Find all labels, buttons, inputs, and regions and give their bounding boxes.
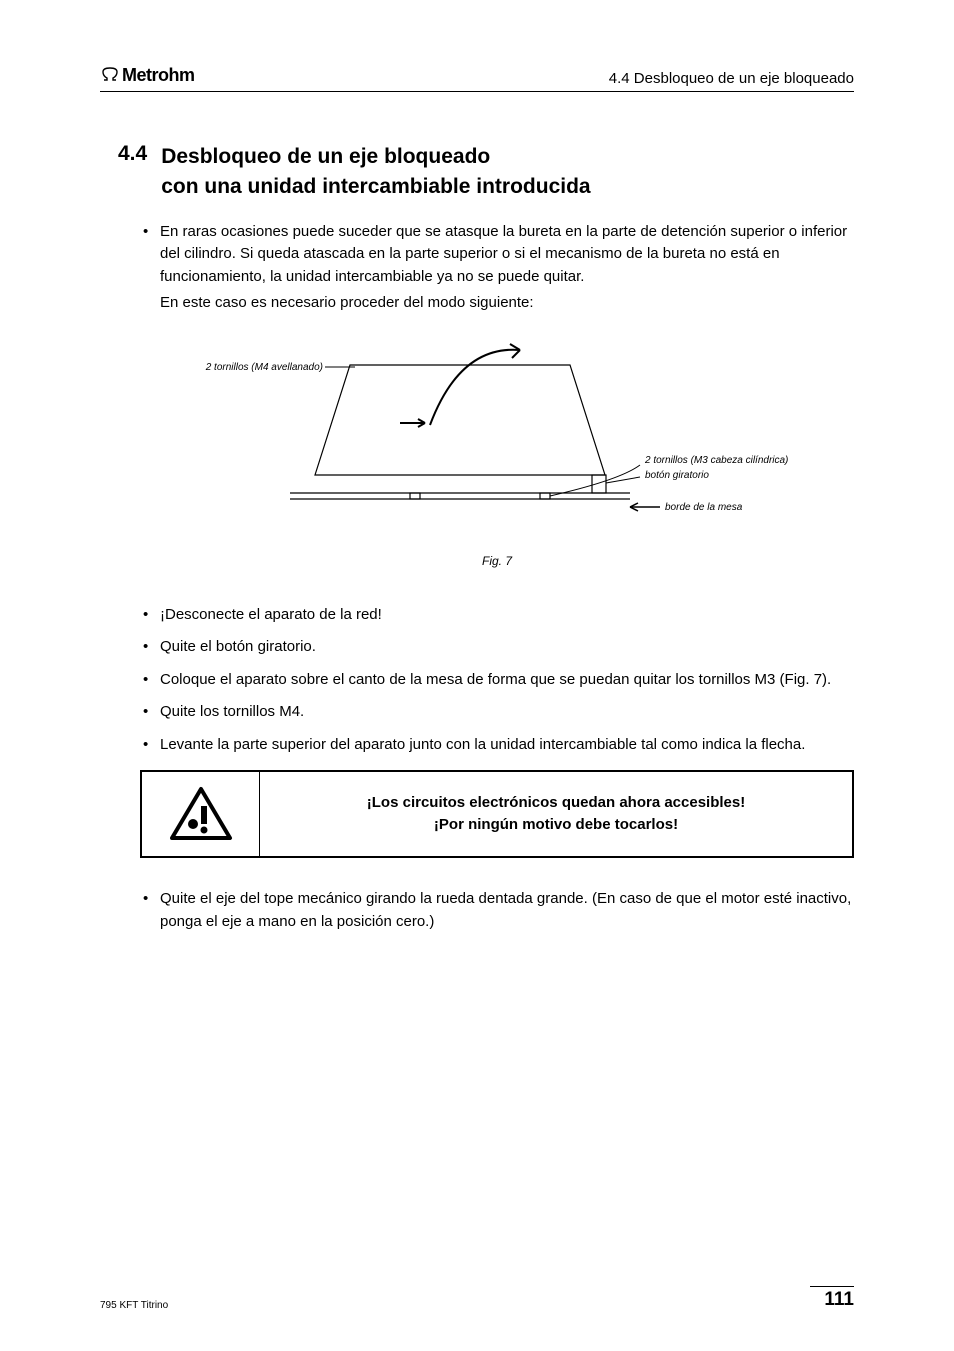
- warning-triangle-icon: [169, 786, 233, 842]
- steps-list: ¡Desconecte el aparato de la red! Quite …: [140, 604, 854, 757]
- figure-caption: Fig. 7: [140, 554, 854, 568]
- logo-text: Metrohm: [122, 65, 195, 85]
- step-item: ¡Desconecte el aparato de la red!: [140, 604, 854, 627]
- footer-doc-title: 795 KFT Titrino: [100, 1300, 168, 1311]
- warning-text: ¡Los circuitos electrónicos quedan ahora…: [260, 772, 852, 856]
- figure-label-knob: botón giratorio: [645, 470, 709, 481]
- page-header: Metrohm 4.4 Desbloqueo de un eje bloquea…: [100, 65, 854, 92]
- post-bullet: Quite el eje del tope mecánico girando l…: [140, 888, 854, 933]
- figure-label-m4: 2 tornillos (M4 avellanado): [205, 362, 323, 373]
- step-item: Quite el botón giratorio.: [140, 636, 854, 659]
- section-number: 4.4: [118, 142, 147, 203]
- step-item: Quite los tornillos M4.: [140, 701, 854, 724]
- intro-bullet: En raras ocasiones puede suceder que se …: [140, 221, 854, 315]
- figure-7-diagram: 2 tornillos (M4 avellanado) 2 tornillos …: [200, 335, 854, 540]
- step-item: Levante la parte superior del aparato ju…: [140, 734, 854, 757]
- warning-icon-cell: [142, 772, 260, 856]
- figure-label-m3: 2 tornillos (M3 cabeza cilíndrica): [644, 455, 788, 466]
- brand-logo: Metrohm: [100, 65, 195, 87]
- page-footer: 795 KFT Titrino 111: [100, 1286, 854, 1311]
- intro-bullet-list: En raras ocasiones puede suceder que se …: [140, 221, 854, 315]
- warning-box: ¡Los circuitos electrónicos quedan ahora…: [140, 770, 854, 858]
- post-warning-list: Quite el eje del tope mecánico girando l…: [140, 888, 854, 933]
- page-number: 111: [810, 1286, 854, 1311]
- header-section-ref: 4.4 Desbloqueo de un eje bloqueado: [609, 70, 854, 87]
- section-heading: 4.4 Desbloqueo de un eje bloqueado con u…: [118, 142, 854, 203]
- section-title: Desbloqueo de un eje bloqueado con una u…: [161, 142, 590, 203]
- omega-icon: [100, 66, 120, 87]
- step-item: Coloque el aparato sobre el canto de la …: [140, 669, 854, 692]
- figure-label-edge: borde de la mesa: [665, 502, 743, 513]
